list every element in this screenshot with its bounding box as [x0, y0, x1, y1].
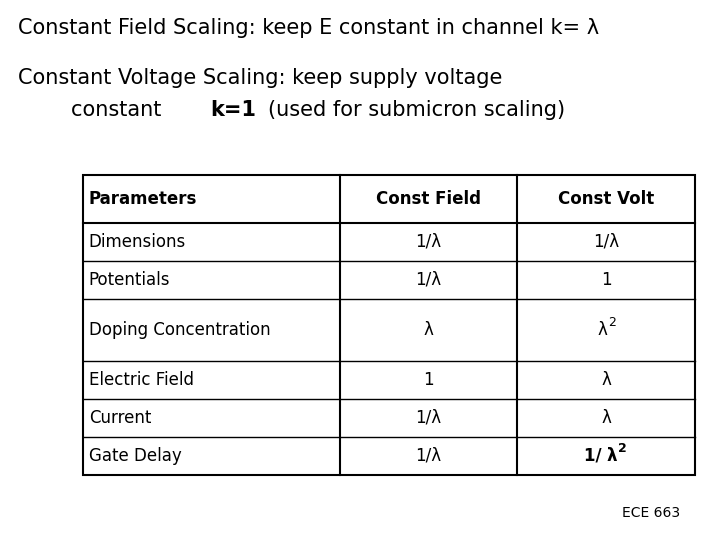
Text: Constant Voltage Scaling: keep supply voltage: Constant Voltage Scaling: keep supply vo…	[18, 68, 503, 88]
Text: ECE 663: ECE 663	[622, 506, 680, 520]
Text: λ: λ	[601, 409, 611, 427]
Text: 1/λ: 1/λ	[415, 271, 441, 289]
Text: λ: λ	[607, 447, 617, 465]
Text: (used for submicron scaling): (used for submicron scaling)	[268, 100, 565, 120]
Text: λ: λ	[601, 371, 611, 389]
Text: Doping Concentration: Doping Concentration	[89, 321, 271, 339]
Text: 1/λ: 1/λ	[415, 447, 441, 465]
Text: Gate Delay: Gate Delay	[89, 447, 181, 465]
Text: Potentials: Potentials	[89, 271, 171, 289]
Text: constant: constant	[18, 100, 201, 120]
Text: Const Volt: Const Volt	[558, 190, 654, 208]
Text: 1/: 1/	[585, 447, 608, 465]
Bar	[83, 175, 695, 475]
Text: 1/λ: 1/λ	[415, 409, 441, 427]
Text: λ: λ	[423, 321, 433, 339]
Text: 2: 2	[608, 316, 616, 329]
Text: Const Field: Const Field	[376, 190, 481, 208]
Text: Constant Field Scaling: keep E constant in channel k= λ: Constant Field Scaling: keep E constant …	[18, 18, 599, 38]
Text: 1: 1	[423, 371, 434, 389]
Text: 1/λ: 1/λ	[593, 233, 619, 251]
Text: Electric Field: Electric Field	[89, 371, 194, 389]
Text: Current: Current	[89, 409, 151, 427]
Text: 1: 1	[600, 271, 611, 289]
Text: Parameters: Parameters	[89, 190, 197, 208]
Text: 1/λ: 1/λ	[415, 233, 441, 251]
Text: Dimensions: Dimensions	[89, 233, 186, 251]
Text: k=1: k=1	[210, 100, 256, 120]
Text: λ: λ	[597, 321, 607, 339]
Text: 2: 2	[618, 442, 626, 456]
